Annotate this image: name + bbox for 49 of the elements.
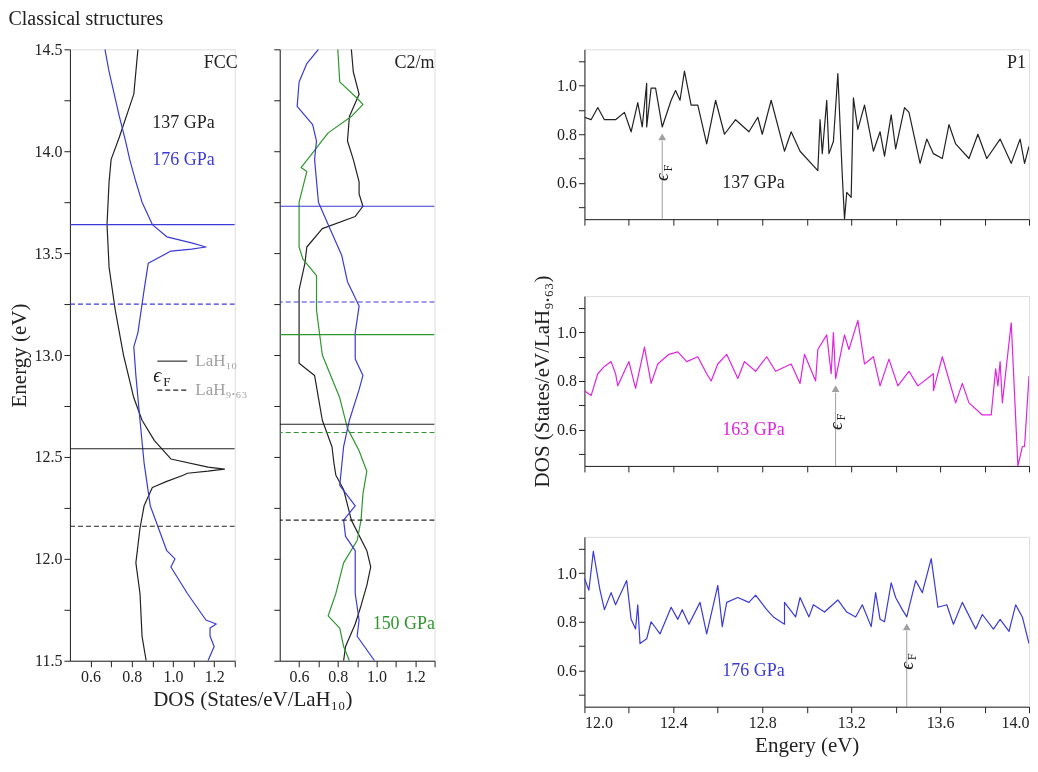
x-tick-label: 0.6	[81, 668, 102, 686]
y-tick-label: 0.6	[556, 174, 577, 192]
x-tick-label: 1.0	[367, 668, 387, 686]
x-tick-label: 1.2	[405, 668, 426, 686]
y-tick-label: 14.5	[34, 40, 63, 58]
text: 163 GPa	[722, 419, 785, 440]
y-axis-title: DOS (States/eV/LaH₉.₆₃)	[529, 275, 554, 488]
x-tick-label: 12.4	[659, 714, 688, 732]
y-tick-label: 0.8	[556, 613, 577, 631]
y-axis-title: Energy (eV)	[7, 303, 32, 408]
legend-label: LaH₁₀	[195, 351, 238, 371]
y-tick-label: 12.0	[34, 550, 63, 568]
series-label: 137 GPa	[722, 172, 785, 193]
legend-label: LaH₉.₆₃	[195, 380, 248, 400]
annotation: ϵF	[895, 653, 920, 670]
x-axis-title: DOS (States/eV/LaH₁₀)	[153, 687, 353, 712]
x-tick-label: 12.8	[748, 714, 777, 732]
x-tick-label: 0.6	[289, 668, 310, 686]
x-tick-label: 13.2	[837, 714, 866, 732]
y-tick-label: 11.5	[35, 652, 63, 670]
annotation: FCC	[203, 52, 238, 73]
annotation: ϵF	[824, 413, 849, 431]
x-axis-title: Engery (eV)	[755, 733, 860, 758]
y-tick-label: 14.0	[34, 142, 63, 160]
y-tick-label: 13.0	[34, 346, 63, 364]
x-tick-label: 14.0	[1001, 714, 1030, 732]
x-tick-label: 0.8	[122, 668, 143, 686]
annotation: ϵF	[651, 164, 675, 181]
x-tick-label: 1.0	[163, 668, 184, 686]
y-tick-label: 0.8	[556, 125, 577, 143]
x-tick-label: 12.0	[584, 714, 613, 732]
y-tick-label: 1.0	[556, 77, 577, 95]
chart-title: Classical structures	[8, 6, 164, 29]
x-tick-label: 1.2	[204, 668, 225, 686]
y-tick-label: 0.8	[556, 372, 577, 390]
annotation: C2/m	[394, 52, 435, 73]
annotation: P1	[1007, 52, 1027, 73]
series-label: 176 GPa	[152, 148, 215, 169]
series-label: 150 GPa	[372, 613, 436, 634]
x-tick-label: 0.8	[328, 668, 349, 686]
series-label: 137 GPa	[152, 111, 215, 132]
line-series	[584, 550, 1030, 645]
y-tick-label: 0.6	[556, 421, 577, 439]
y-tick-label: 12.5	[34, 448, 63, 466]
x-tick-label: 13.6	[926, 714, 955, 732]
y-tick-label: 1.0	[556, 323, 577, 341]
y-tick-label: 1.0	[556, 564, 577, 582]
series-label: 176 GPa	[722, 660, 785, 681]
y-tick-label: 13.5	[34, 244, 63, 262]
